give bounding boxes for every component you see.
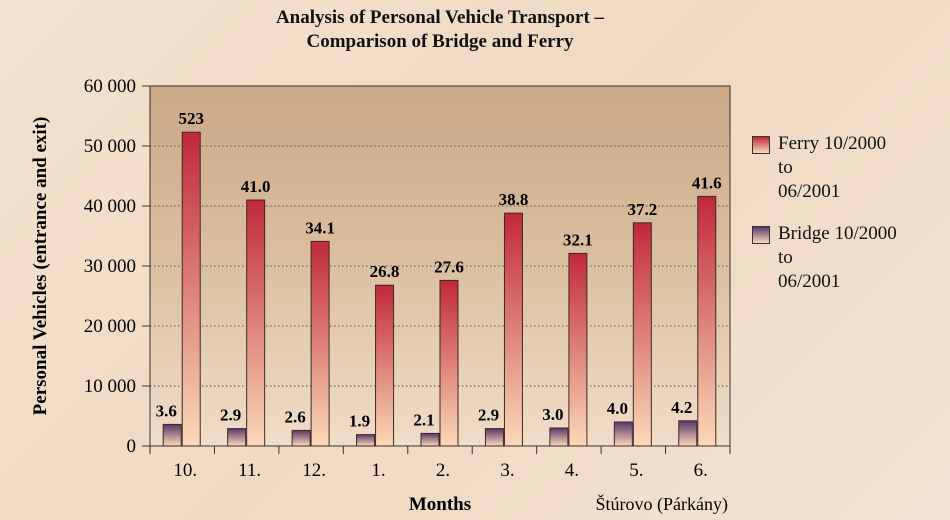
x-tick-label: 12.: [302, 460, 326, 481]
bar: [420, 432, 440, 447]
data-label: 41.0: [241, 177, 271, 196]
data-label: 32.1: [563, 230, 593, 249]
bar: [181, 131, 201, 447]
bar: [291, 429, 311, 447]
legend-swatch: [752, 226, 770, 244]
data-label: 27.6: [434, 257, 464, 276]
x-tick-label: 11.: [238, 460, 261, 481]
x-tick-label: 6.: [694, 460, 708, 481]
data-label: 523: [178, 109, 204, 128]
data-label: 2.1: [413, 410, 434, 429]
legend-label: Bridge 10/2000 to 06/2001: [778, 223, 897, 292]
data-label: 38.8: [499, 190, 529, 209]
legend-swatch: [752, 136, 770, 154]
y-tick-label: 0: [127, 436, 137, 457]
x-axis-label: Months: [409, 494, 471, 515]
bar: [632, 222, 652, 447]
chart-title: Analysis of Personal Vehicle Transport –…: [275, 7, 605, 52]
y-tick-label: 40 000: [84, 196, 136, 217]
legend-label: Ferry 10/2000 to 06/2001: [778, 133, 887, 202]
bar: [246, 199, 266, 447]
y-axis-label: Personal Vehicles (entrance and exit): [30, 117, 51, 416]
bar: [310, 240, 330, 447]
data-label: 1.9: [349, 412, 370, 431]
data-label: 4.2: [671, 398, 692, 417]
y-tick-label: 60 000: [84, 76, 136, 97]
data-label: 2.6: [284, 407, 305, 426]
x-tick-label: 3.: [500, 460, 514, 481]
bar: [162, 423, 182, 447]
x-tick-label: 10.: [173, 460, 197, 481]
data-label: 41.6: [692, 173, 722, 192]
annotation: Štúrovo (Párkány): [596, 493, 728, 515]
data-label: 34.1: [305, 218, 335, 237]
x-tick-label: 2.: [436, 460, 450, 481]
bar: [439, 279, 459, 447]
x-tick-label: 4.: [565, 460, 579, 481]
bar: [356, 434, 376, 447]
data-label: 26.8: [370, 262, 400, 281]
legend-item: Ferry 10/2000 to 06/2001: [752, 132, 897, 204]
data-label: 3.0: [542, 405, 563, 424]
bar: [375, 284, 395, 447]
bar: [613, 421, 633, 447]
y-tick-label: 10 000: [84, 376, 136, 397]
y-tick-label: 20 000: [84, 316, 136, 337]
y-tick-label: 50 000: [84, 136, 136, 157]
bar: [484, 428, 504, 447]
x-tick-label: 1.: [371, 460, 385, 481]
data-label: 3.6: [156, 401, 177, 420]
data-label: 2.9: [478, 406, 499, 425]
bar: [568, 252, 588, 447]
x-tick-label: 5.: [629, 460, 643, 481]
data-label: 2.9: [220, 406, 241, 425]
bar: [549, 427, 569, 447]
legend: Ferry 10/2000 to 06/2001 Bridge 10/2000 t…: [752, 132, 897, 312]
bar: [503, 212, 523, 447]
data-label: 37.2: [627, 200, 657, 219]
bar: [697, 195, 717, 447]
y-tick-label: 30 000: [84, 256, 136, 277]
data-label: 4.0: [607, 399, 628, 418]
bar: [227, 428, 247, 447]
legend-item: Bridge 10/2000 to 06/2001: [752, 222, 897, 294]
bar: [678, 420, 698, 447]
